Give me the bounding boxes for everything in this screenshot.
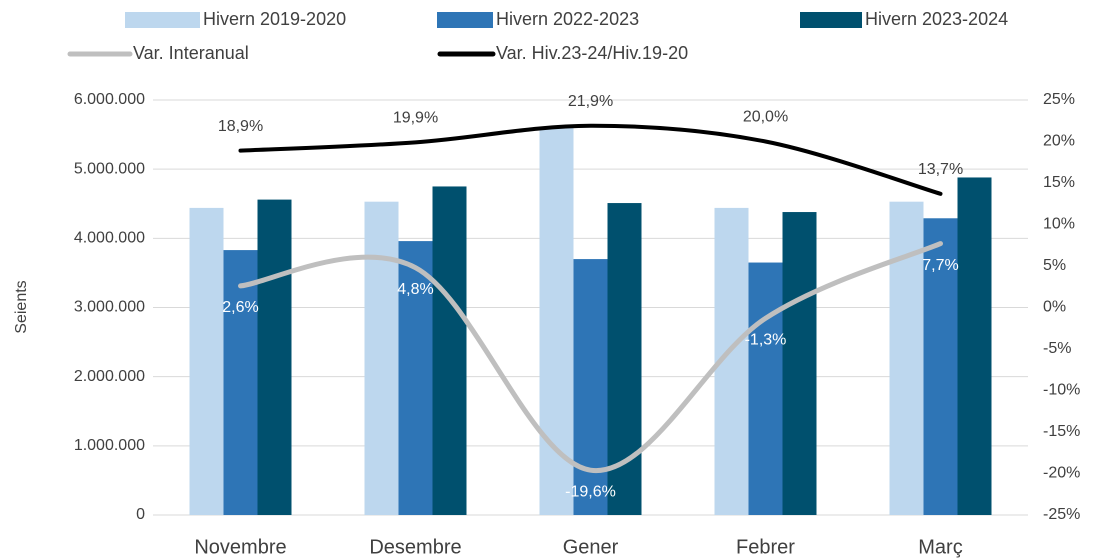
bar: [748, 262, 783, 515]
y2-tick-label: 0%: [1043, 299, 1066, 316]
data-label: 13,7%: [918, 161, 963, 178]
x-tick-label: Gener: [563, 536, 619, 558]
bar: [957, 177, 992, 515]
bar: [189, 207, 224, 515]
legend-swatch: [437, 12, 493, 28]
x-tick-label: Desembre: [369, 536, 461, 558]
bar: [223, 250, 258, 515]
y-tick-label: 5.000.000: [74, 160, 145, 177]
x-tick-label: Febrer: [736, 536, 795, 558]
line: [238, 123, 943, 196]
y2-tick-label: -5%: [1043, 340, 1071, 357]
y2-tick-label: 15%: [1043, 174, 1075, 191]
data-label: -19,6%: [565, 483, 616, 500]
y2-tick-label: -20%: [1043, 465, 1080, 482]
y-tick-label: 4.000.000: [74, 230, 145, 247]
data-label: -1,3%: [745, 332, 787, 349]
bar: [432, 186, 467, 516]
y2-tick-label: -15%: [1043, 423, 1080, 440]
y-tick-label: 2.000.000: [74, 368, 145, 385]
data-label: 2,6%: [222, 299, 258, 316]
bar: [573, 259, 608, 515]
legend-label: Hivern 2022-2023: [496, 9, 639, 29]
bar: [257, 199, 292, 515]
bar: [923, 218, 958, 515]
y2-tick-label: -10%: [1043, 382, 1080, 399]
data-label: 21,9%: [568, 93, 613, 110]
data-label: 7,7%: [922, 257, 958, 274]
y-tick-label: 1.000.000: [74, 437, 145, 454]
legend-label: Var. Hiv.23-24/Hiv.19-20: [496, 43, 688, 63]
y2-tick-label: 10%: [1043, 216, 1075, 233]
legend-label: Hivern 2023-2024: [865, 9, 1008, 29]
y2-tick-label: 20%: [1043, 133, 1075, 150]
bar: [398, 241, 433, 515]
y2-tick-label: -25%: [1043, 506, 1080, 523]
y2-tick-label: 5%: [1043, 257, 1066, 274]
bar: [364, 201, 399, 516]
y2-tick-label: 25%: [1043, 91, 1075, 108]
line: [238, 241, 943, 473]
y-axis-title: Seients: [13, 280, 30, 333]
y-tick-label: 3.000.000: [74, 299, 145, 316]
x-tick-label: Novembre: [194, 536, 286, 558]
data-label: 4,8%: [397, 281, 433, 298]
legend-swatch: [800, 12, 862, 28]
y-tick-label: 0: [136, 506, 145, 523]
bar: [782, 212, 817, 516]
y-tick-label: 6.000.000: [74, 91, 145, 108]
legend-label: Hivern 2019-2020: [203, 9, 346, 29]
data-label: 20,0%: [743, 109, 788, 126]
bar: [539, 126, 574, 515]
bar: [889, 201, 924, 516]
legend-swatch: [125, 12, 200, 28]
data-label: 18,9%: [218, 118, 263, 135]
x-tick-label: Març: [918, 536, 962, 558]
data-label: 19,9%: [393, 110, 438, 127]
legend-label: Var. Interanual: [133, 43, 249, 63]
